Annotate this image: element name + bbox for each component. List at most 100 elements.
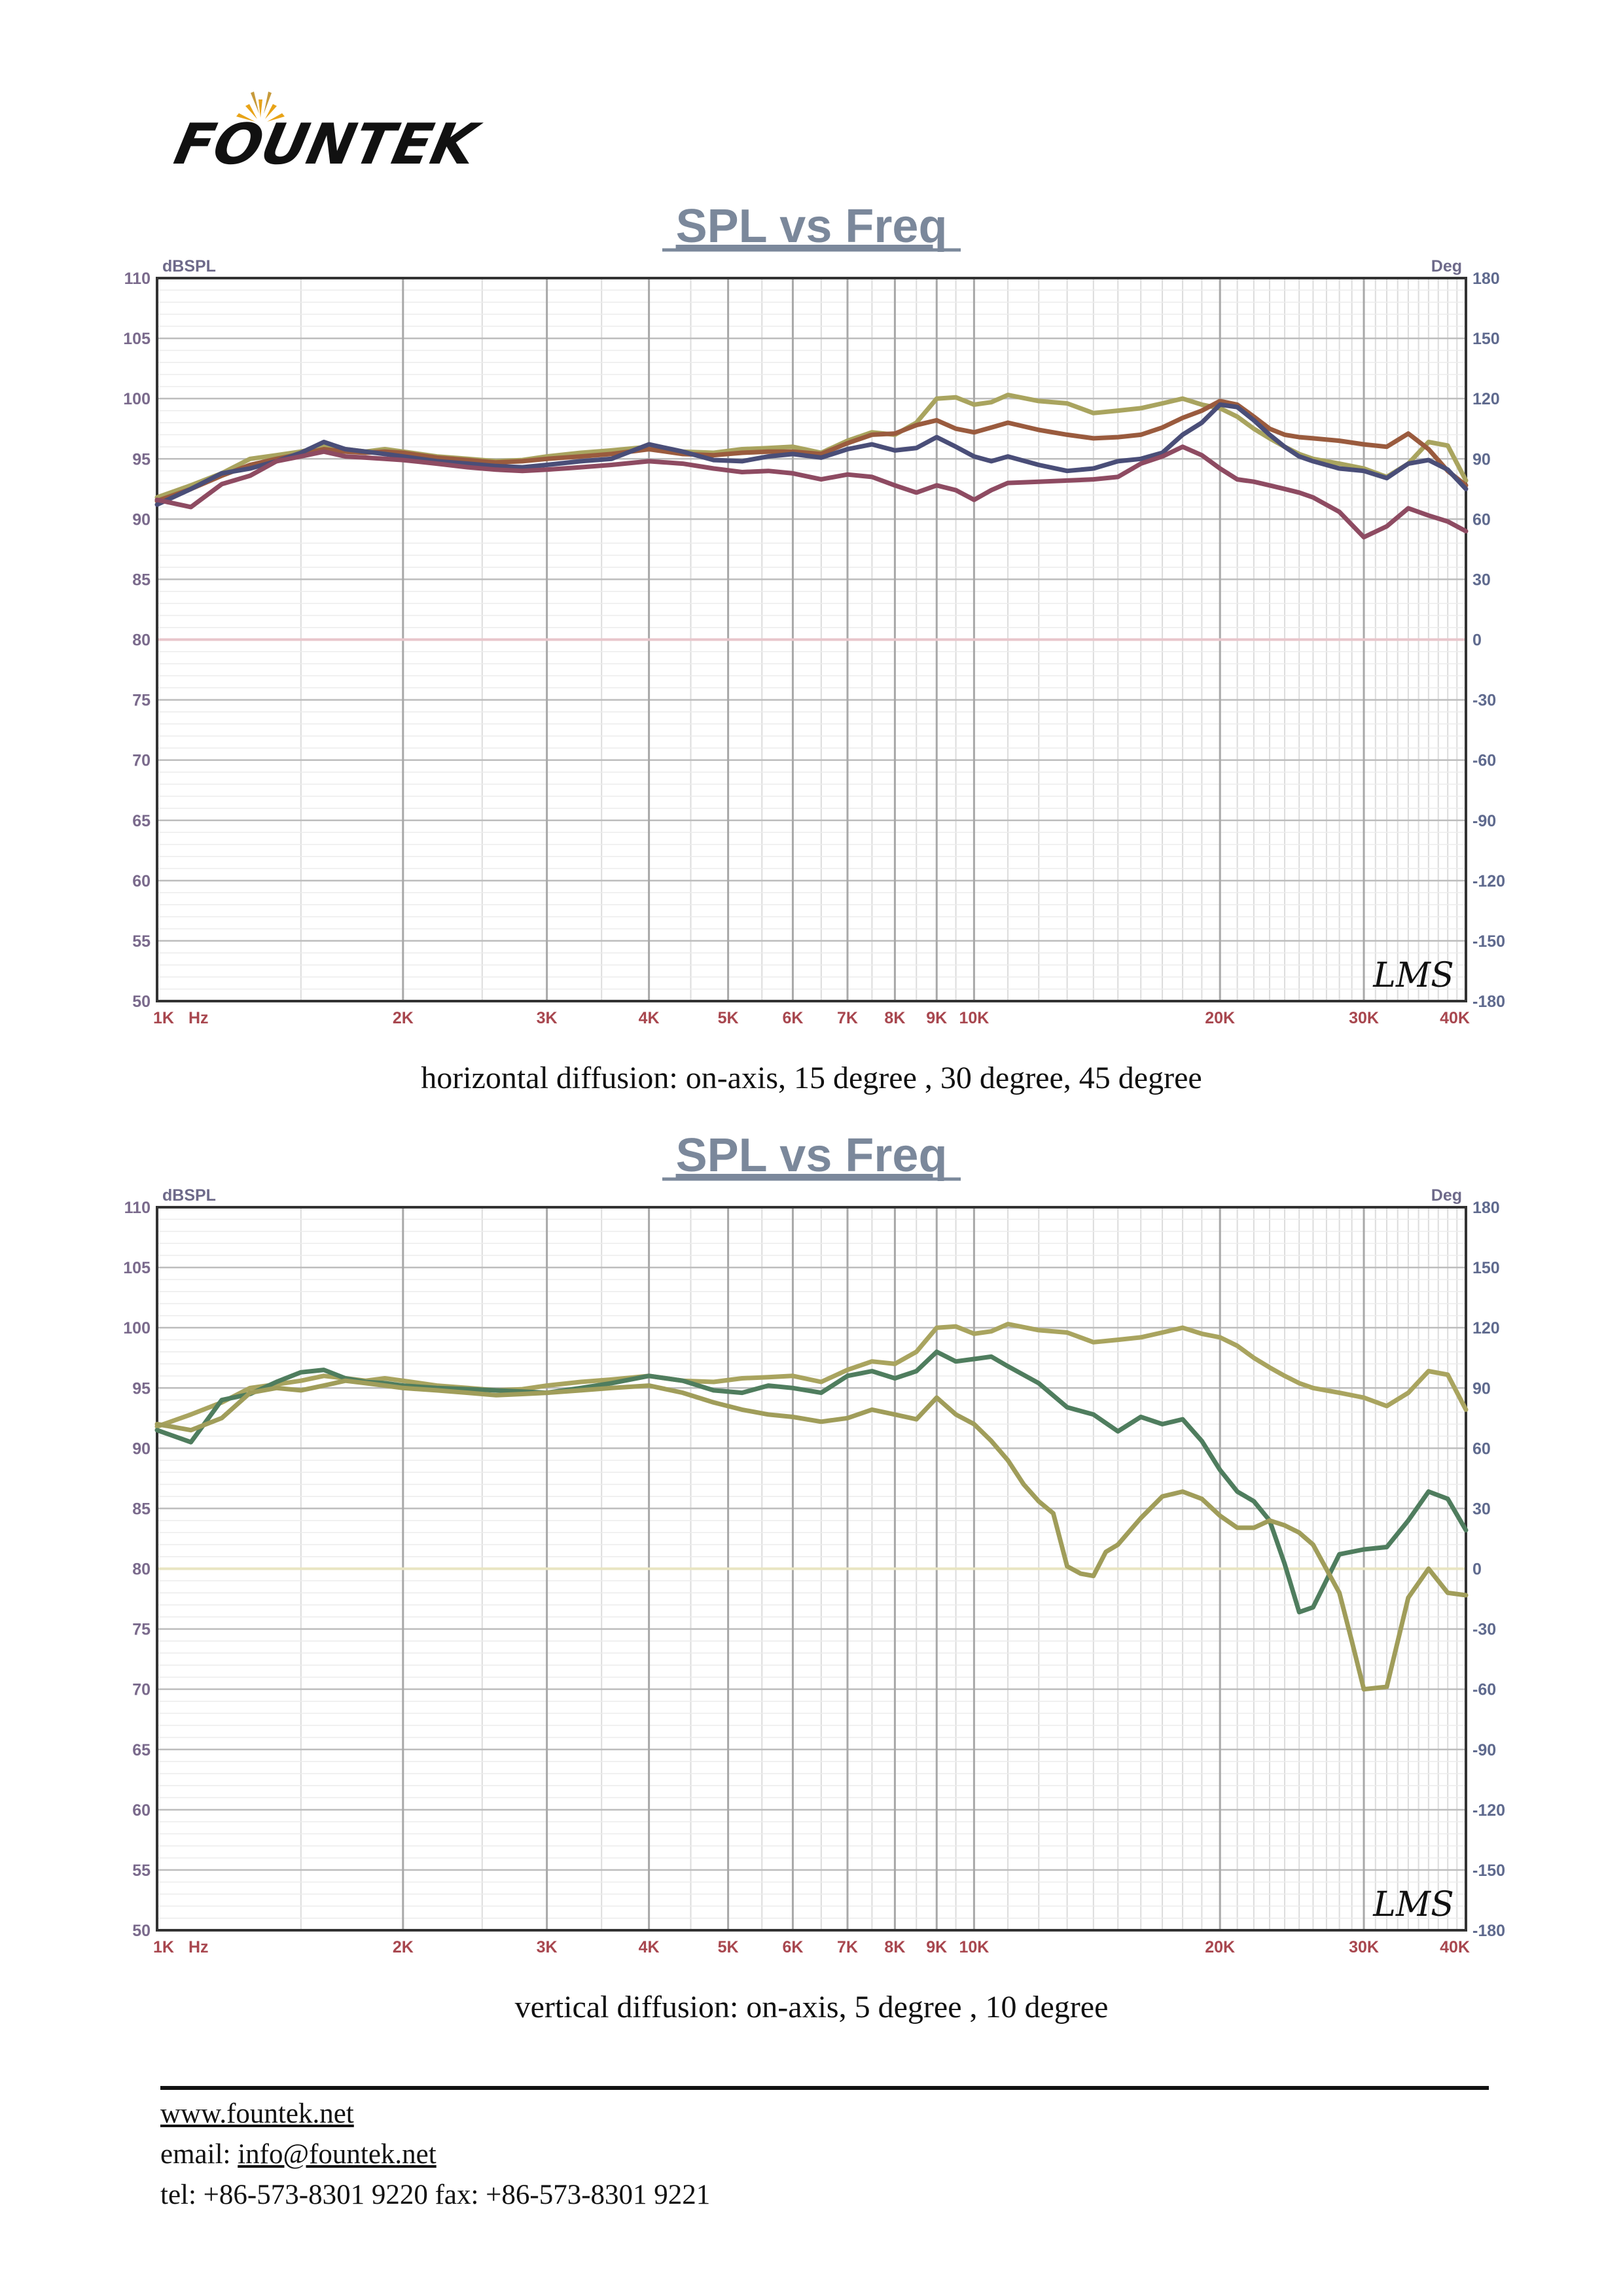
logo-sunburst	[236, 92, 285, 122]
y2-tick-label: 180	[1472, 270, 1500, 288]
website-link[interactable]: www.fountek.net	[160, 2098, 354, 2129]
y-tick-label: 75	[132, 1621, 151, 1639]
x-tick-label: 9K	[926, 1938, 947, 1956]
x-tick-label: 2K	[393, 1009, 414, 1027]
y-tick-label: 70	[132, 1681, 151, 1699]
lms-watermark: LMS	[1372, 956, 1454, 995]
caption-vertical: vertical diffusion: on-axis, 5 degree , …	[514, 1990, 1109, 2024]
x-tick-label: 7K	[837, 1009, 858, 1027]
y-tick-label: 50	[132, 1922, 151, 1940]
plot-frame	[156, 1206, 1467, 1932]
y2-tick-label: -180	[1472, 993, 1505, 1011]
x-tick-label: 20K	[1205, 1009, 1235, 1027]
y-tick-label: 105	[123, 330, 151, 348]
y2-tick-label: 60	[1472, 510, 1491, 529]
x-tick-label: 9K	[926, 1009, 947, 1027]
x-tick-label: 4K	[639, 1938, 660, 1956]
email-link[interactable]: info@fountek.net	[238, 2139, 437, 2170]
y2-tick-label: -150	[1472, 932, 1505, 951]
y2-tick-label: -60	[1472, 752, 1496, 770]
y-tick-label: 95	[132, 1379, 151, 1398]
y-tick-label: 100	[123, 1319, 151, 1337]
y2-tick-label: 90	[1472, 450, 1491, 468]
x-tick-label: 6K	[782, 1938, 803, 1956]
x-tick-label: 5K	[718, 1938, 739, 1956]
x-tick-label: 8K	[884, 1938, 905, 1956]
x-tick-label: 30K	[1349, 1938, 1379, 1956]
plot-frame	[156, 277, 1467, 1002]
x-tick-label: 30K	[1349, 1009, 1379, 1027]
y2-tick-label: 120	[1472, 390, 1500, 408]
y-tick-label: 90	[132, 1439, 151, 1458]
y2-tick-label: 180	[1472, 1199, 1500, 1217]
x-tick-label: 10K	[959, 1938, 989, 1956]
logo-wordmark: FOUNTEK	[169, 111, 486, 170]
chart-title: SPL vs Freq	[676, 200, 948, 253]
y2-tick-label: 30	[1472, 1500, 1491, 1518]
chart-horizontal-diffusion: SPL vs Freq 110 105 100 95 90 85 80 75 70 65 60 55 50…	[0, 190, 1623, 1106]
y-tick-label: 50	[132, 993, 151, 1011]
x-axis-unit-label: Hz	[188, 1938, 209, 1956]
y2-axis-label: Deg	[1431, 1186, 1462, 1205]
y2-tick-label: -120	[1472, 1801, 1505, 1820]
y2-tick-label: 150	[1472, 1259, 1500, 1277]
chart-vertical-diffusion: SPL vs Freq 110 105 100 95 90 85 80 75 70 65 60 55 50…	[0, 1119, 1623, 2035]
y-tick-label: 95	[132, 450, 151, 468]
y-tick-label: 65	[132, 812, 151, 830]
y2-tick-label: -90	[1472, 812, 1496, 830]
x-tick-label: 40K	[1440, 1009, 1470, 1027]
y-tick-label: 70	[132, 752, 151, 770]
x-tick-label: 5K	[718, 1009, 739, 1027]
y2-tick-label: 0	[1472, 631, 1482, 650]
y-axis-label: dBSPL	[162, 257, 216, 275]
y-tick-label: 90	[132, 510, 151, 529]
series-line-3	[154, 1378, 1469, 1692]
series-line-2	[154, 1349, 1469, 1615]
y-tick-label: 110	[124, 270, 151, 288]
x-tick-label: 10K	[959, 1009, 989, 1027]
y-axis-label: dBSPL	[162, 1186, 216, 1205]
y-tick-label: 110	[124, 1199, 151, 1217]
chart-horizontal-svg: SPL vs Freq 110 105 100 95 90 85 80 75 70 65 60 55 50…	[123, 200, 1505, 1027]
x-tick-label: 1K	[153, 1938, 174, 1956]
footer-divider	[160, 2086, 1489, 2090]
y2-tick-label: 150	[1472, 330, 1500, 348]
y-tick-label: 85	[132, 1500, 151, 1518]
y-tick-label: 80	[132, 1561, 151, 1579]
y2-tick-label: 60	[1472, 1439, 1491, 1458]
chart-vertical-svg: SPL vs Freq 110 105 100 95 90 85 80 75 70 65 60 55 50…	[123, 1129, 1505, 1956]
series-line-3	[154, 402, 1469, 507]
y-tick-label: 60	[132, 872, 151, 891]
y-tick-label: 85	[132, 571, 151, 589]
series-line-1	[154, 1322, 1469, 1429]
email-label: email:	[160, 2139, 231, 2170]
x-tick-label: 1K	[153, 1009, 174, 1027]
y2-tick-label: 0	[1472, 1561, 1482, 1579]
x-tick-label: 3K	[537, 1009, 558, 1027]
y2-tick-label: -30	[1472, 692, 1496, 710]
y-tick-label: 105	[123, 1259, 151, 1277]
y-tick-label: 75	[132, 692, 151, 710]
y2-tick-label: -30	[1472, 1621, 1496, 1639]
y2-tick-label: -60	[1472, 1681, 1496, 1699]
x-axis-unit-label: Hz	[188, 1009, 209, 1027]
y-tick-label: 80	[132, 631, 151, 650]
lms-watermark: LMS	[1372, 1885, 1454, 1924]
y2-tick-label: 30	[1472, 571, 1491, 589]
y2-tick-label: -150	[1472, 1862, 1505, 1880]
y2-tick-label: 120	[1472, 1319, 1500, 1337]
y-tick-label: 65	[132, 1741, 151, 1759]
y2-tick-label: -180	[1472, 1922, 1505, 1940]
fountek-logo-graphic: FOUNTEK	[169, 92, 486, 177]
y-tick-label: 55	[132, 1862, 151, 1880]
y-tick-label: 100	[123, 390, 151, 408]
x-tick-label: 40K	[1440, 1938, 1470, 1956]
y2-tick-label: -90	[1472, 1741, 1496, 1759]
footer: www.fountek.net email: info@fountek.net …	[160, 2094, 710, 2216]
x-tick-label: 3K	[537, 1938, 558, 1956]
y2-tick-label: 90	[1472, 1379, 1491, 1398]
y-tick-label: 55	[132, 932, 151, 951]
series-line-4	[154, 444, 1469, 540]
x-tick-label: 7K	[837, 1938, 858, 1956]
x-tick-label: 2K	[393, 1938, 414, 1956]
